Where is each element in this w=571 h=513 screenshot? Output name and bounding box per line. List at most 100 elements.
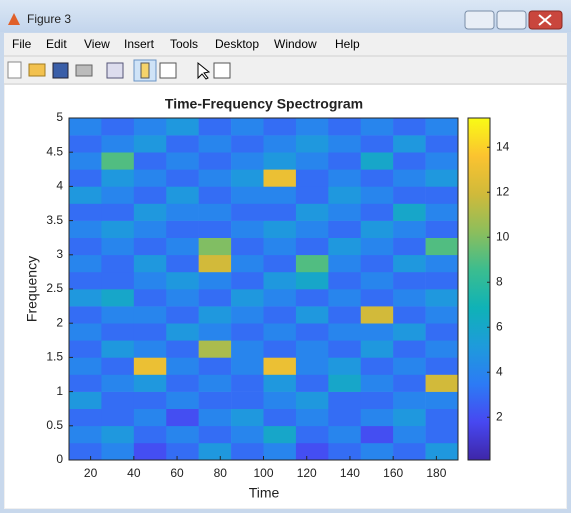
- heatmap-cell: [295, 135, 329, 153]
- heatmap-cell: [231, 306, 264, 324]
- heatmap-cell: [69, 254, 102, 273]
- heatmap-cell: [166, 254, 199, 273]
- heatmap-cell: [198, 425, 232, 444]
- save-icon[interactable]: [52, 62, 69, 79]
- heatmap-cell: [198, 323, 232, 341]
- y-tick-label: 0: [56, 452, 63, 466]
- x-tick-label: 160: [383, 466, 403, 480]
- menu-item[interactable]: View: [84, 37, 110, 51]
- heatmap-cell: [295, 323, 329, 341]
- heatmap-cell: [69, 237, 102, 256]
- menu-item[interactable]: Insert: [124, 37, 155, 51]
- heatmap-cell: [231, 408, 264, 427]
- heatmap-cell: [198, 220, 232, 238]
- heatmap-cell: [69, 220, 102, 238]
- heatmap-cell: [393, 442, 426, 461]
- heatmap-cell: [360, 203, 394, 221]
- heatmap-cell: [198, 118, 232, 136]
- heatmap-cell: [69, 374, 102, 392]
- heatmap-cell: [69, 186, 102, 204]
- heatmap-cell: [360, 374, 394, 392]
- heatmap-cell: [198, 374, 232, 392]
- heatmap-cell: [166, 220, 199, 238]
- heatmap-cell: [393, 408, 426, 427]
- heatmap-cell: [295, 425, 329, 444]
- heatmap-cell: [360, 152, 394, 170]
- heatmap-cell: [69, 271, 102, 290]
- maximize-button[interactable]: [496, 10, 527, 30]
- heatmap-cell: [263, 186, 297, 204]
- menu-item[interactable]: Edit: [46, 37, 67, 51]
- heatmap-cell: [295, 306, 329, 324]
- heatmap-cell: [133, 118, 167, 136]
- heatmap-cell: [166, 442, 199, 461]
- heatmap-cell: [263, 135, 297, 153]
- x-tick-label: 140: [340, 466, 360, 480]
- pointer-icon[interactable]: [197, 61, 211, 80]
- link-icon[interactable]: [106, 62, 124, 79]
- new-icon[interactable]: [7, 61, 22, 79]
- app-icon: [8, 13, 20, 25]
- heatmap-cell: [393, 425, 426, 444]
- heatmap-cell: [231, 203, 264, 221]
- heatmap-cell: [425, 425, 459, 444]
- heatmap-cell: [360, 442, 394, 461]
- heatmap-cell: [328, 118, 362, 136]
- heatmap-cell: [360, 271, 394, 290]
- menu-item[interactable]: Window: [274, 37, 317, 51]
- heatmap-cell: [101, 254, 135, 273]
- menu-item[interactable]: Tools: [170, 37, 198, 51]
- heatmap-cell: [263, 254, 297, 273]
- heatmap-cell: [198, 408, 232, 427]
- plot: 20 40 60 80 100 120 140 160 180 0 0.5 1 1.5 2 2.5 3 3.5 4…: [46, 110, 509, 480]
- heatmap-cell: [295, 203, 329, 221]
- heatmap-cell: [393, 203, 426, 221]
- heatmap-cell: [393, 289, 426, 307]
- heatmap-cell: [425, 135, 459, 153]
- heatmap-cell: [360, 169, 394, 187]
- heatmap-cell: [328, 186, 362, 204]
- open-icon[interactable]: [28, 63, 46, 77]
- heatmap-cell: [295, 408, 329, 427]
- x-tick-label: 100: [253, 466, 273, 480]
- legend-toggle[interactable]: [159, 62, 177, 79]
- heatmap-cell: [328, 340, 362, 358]
- colorbar-tick-label: 2: [496, 409, 503, 423]
- y-tick-label: 5: [56, 110, 63, 124]
- heatmap-cell: [101, 408, 135, 427]
- print-icon[interactable]: [75, 64, 93, 77]
- heatmap-cell: [328, 271, 362, 290]
- heatmap-cell: [263, 306, 297, 324]
- plot-browser-icon[interactable]: [213, 62, 231, 79]
- heatmap-cell: [425, 391, 459, 409]
- colorbar: [467, 117, 491, 461]
- heatmap-cell: [393, 271, 426, 290]
- heatmap-cell: [69, 135, 102, 153]
- heatmap-cell: [295, 340, 329, 358]
- heatmap-cell: [69, 357, 102, 375]
- heatmap-cell: [263, 425, 297, 444]
- x-tick-label: 20: [84, 466, 98, 480]
- heatmap-cell: [166, 323, 199, 341]
- x-tick-label: 40: [127, 466, 141, 480]
- heatmap-cell: [101, 323, 135, 341]
- heatmap-cell: [393, 254, 426, 273]
- heatmap-cell: [166, 152, 199, 170]
- colorbar-tick-label: 8: [496, 274, 503, 288]
- heatmap-cell: [101, 220, 135, 238]
- heatmap-cell: [133, 289, 167, 307]
- menu-item[interactable]: File: [12, 37, 32, 51]
- minimize-button[interactable]: [464, 10, 495, 30]
- heatmap-cell: [133, 357, 167, 375]
- menu-item[interactable]: Desktop: [215, 37, 259, 51]
- heatmap-cell: [133, 237, 167, 256]
- heatmap-cell: [231, 340, 264, 358]
- heatmap-cell: [101, 306, 135, 324]
- heatmap-cell: [101, 203, 135, 221]
- heatmap-cell: [360, 254, 394, 273]
- menu-item[interactable]: Help: [335, 37, 360, 51]
- heatmap-cell: [166, 408, 199, 427]
- heatmap-cell: [295, 220, 329, 238]
- heatmap-cell: [393, 118, 426, 136]
- heatmap-cell: [198, 203, 232, 221]
